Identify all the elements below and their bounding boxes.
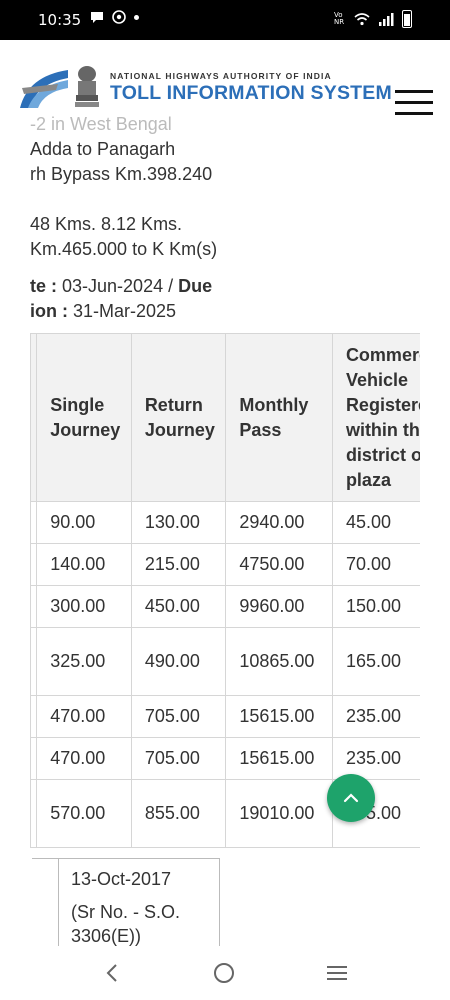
cell-single: 570.00 — [36, 779, 132, 848]
table-row: 90.00 130.00 2940.00 45.00 — [29, 501, 450, 544]
signal-icon — [379, 13, 394, 26]
notification-date: 13-Oct-2017 — [71, 869, 172, 889]
header-single-journey: Single Journey — [36, 333, 132, 502]
fee-table-header-row: Single Journey Return Journey Monthly Pa… — [29, 333, 450, 502]
whatsapp-icon — [112, 10, 126, 24]
table-row: 470.00 705.00 15615.00 235.00 — [29, 695, 450, 738]
plaza-state-text: -2 in West Bengal — [30, 114, 172, 134]
table-row: 325.00 490.00 10865.00 165.00 — [29, 627, 450, 696]
cell-return: 705.00 — [130, 695, 227, 738]
cell-monthly: 10865.00 — [225, 627, 333, 696]
app-title: TOLL INFORMATION SYSTEM — [110, 82, 392, 104]
notification-cell-cutoff — [32, 858, 59, 946]
cell-single: 325.00 — [36, 627, 132, 696]
table-row: 570.00 855.00 19010.00 285.00 — [29, 779, 450, 848]
chat-bubble-icon — [91, 12, 103, 23]
battery-icon — [402, 10, 412, 28]
plaza-section-text: Adda to Panagarh — [30, 139, 176, 159]
home-icon[interactable] — [213, 962, 235, 984]
cell-monthly: 19010.00 — [225, 779, 333, 848]
volte-icon: Vo NR — [334, 11, 345, 26]
plaza-length-text: 48 Kms. 8.12 Kms. — [30, 214, 183, 234]
cell-return: 130.00 — [130, 501, 227, 544]
status-time: 10:35 — [38, 11, 82, 29]
status-bar: 10:35 Vo NR — [0, 0, 450, 40]
fee-effective-date: te : 03-Jun-2024 / Due — [30, 276, 212, 297]
cell-single: 90.00 — [36, 501, 132, 544]
page-content: -2 in West Bengal Adda to Panagarh rh By… — [0, 110, 450, 946]
state-emblem-icon — [75, 66, 99, 107]
table-row: 140.00 215.00 4750.00 70.00 — [29, 543, 450, 586]
table-scroll-edge — [420, 333, 450, 853]
due-line-label: ion : — [30, 301, 68, 321]
table-row: 300.00 450.00 9960.00 150.00 — [29, 585, 450, 628]
wifi-icon — [354, 13, 370, 26]
due-label: Due — [178, 276, 213, 296]
notification-table: 13-Oct-2017 (Sr No. - S.O. 3306(E)) — [32, 858, 220, 946]
nhai-logo-icon — [20, 70, 68, 108]
cell-monthly: 15615.00 — [225, 695, 333, 738]
due-value: 31-Mar-2025 — [73, 301, 177, 321]
org-name: NATIONAL HIGHWAYS AUTHORITY OF INDIA — [110, 71, 332, 81]
header-return-journey: Return Journey — [130, 333, 227, 502]
cell-monthly: 15615.00 — [225, 737, 333, 780]
cell-monthly: 9960.00 — [225, 585, 333, 628]
cell-return: 490.00 — [130, 627, 227, 696]
cell-single: 470.00 — [36, 737, 132, 780]
notification-cell: 13-Oct-2017 (Sr No. - S.O. 3306(E)) — [58, 858, 220, 946]
cell-return: 855.00 — [130, 779, 227, 848]
dot-icon — [134, 14, 139, 20]
app-header: NATIONAL HIGHWAYS AUTHORITY OF INDIA TOL… — [0, 40, 450, 122]
cell-single: 470.00 — [36, 695, 132, 738]
hamburger-menu-icon[interactable] — [395, 90, 433, 116]
cell-single: 140.00 — [36, 543, 132, 586]
back-icon[interactable] — [103, 963, 121, 983]
scroll-to-top-button[interactable] — [327, 774, 375, 822]
fee-due-date: ion : 31-Mar-2025 — [30, 301, 176, 322]
date-label: te : — [30, 276, 57, 296]
table-row: 470.00 705.00 15615.00 235.00 — [29, 737, 450, 780]
cell-single: 300.00 — [36, 585, 132, 628]
system-nav-bar — [0, 946, 450, 1000]
date-value: 03-Jun-2024 — [62, 276, 164, 296]
recents-icon[interactable] — [326, 964, 348, 982]
fee-table: Single Journey Return Journey Monthly Pa… — [29, 333, 450, 848]
cell-return: 450.00 — [130, 585, 227, 628]
chevron-up-icon — [343, 793, 359, 803]
cell-return: 705.00 — [130, 737, 227, 780]
row-cell-cutoff — [29, 779, 38, 848]
notification-ref: (Sr No. - S.O. 3306(E)) — [71, 902, 181, 946]
cell-monthly: 4750.00 — [225, 543, 333, 586]
plaza-stretch-text: Km.465.000 to K Km(s) — [30, 239, 218, 259]
date-separator: / — [168, 276, 174, 296]
cell-monthly: 2940.00 — [225, 501, 333, 544]
cell-return: 215.00 — [130, 543, 227, 586]
header-monthly-pass: Monthly Pass — [225, 333, 333, 502]
plaza-location-text: rh Bypass Km.398.240 — [30, 164, 213, 184]
